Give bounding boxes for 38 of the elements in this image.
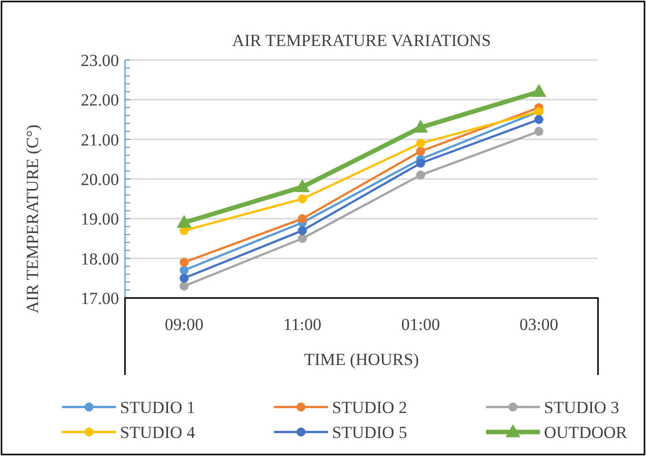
y-tick-label: 23.00 <box>80 51 119 70</box>
point <box>416 146 426 156</box>
legend-label: STUDIO 4 <box>120 423 196 442</box>
point <box>298 214 307 224</box>
x-tick-label: 03:00 <box>520 315 558 334</box>
x-tick-label: 11:00 <box>283 315 322 334</box>
point <box>416 170 426 180</box>
point <box>180 266 189 275</box>
y-tick-label: 22.00 <box>80 90 119 110</box>
point <box>531 84 546 97</box>
legend-label: STUDIO 5 <box>332 423 408 442</box>
point <box>416 158 426 168</box>
x-tick-label: 01:00 <box>401 315 440 334</box>
x-axis-title: TIME (HOURS) <box>304 350 419 369</box>
chart-title: AIR TEMPERATURE VARIATIONS <box>232 31 491 50</box>
y-tick-label: 17.00 <box>80 289 119 308</box>
point <box>413 120 428 133</box>
point <box>534 115 544 124</box>
y-axis-title: AIR TEMPERATURE (C°) <box>23 124 42 314</box>
y-tick-label: 21.00 <box>80 130 119 150</box>
point <box>176 214 192 228</box>
legend-label: STUDIO 1 <box>120 398 196 417</box>
point <box>180 258 189 267</box>
point <box>294 179 310 192</box>
legend-label: STUDIO 2 <box>332 398 408 417</box>
point <box>298 194 307 204</box>
legend-label: STUDIO 3 <box>544 398 620 417</box>
y-tick-label: 19.00 <box>80 210 119 229</box>
y-tick-label: 20.00 <box>80 170 119 189</box>
y-tick-label: 18.00 <box>80 249 119 268</box>
point <box>298 226 307 236</box>
point <box>298 234 307 243</box>
legend-label: OUTDOOR <box>544 423 628 442</box>
point <box>180 274 189 283</box>
point <box>180 282 189 291</box>
point <box>534 126 544 136</box>
x-tick-label: 09:00 <box>164 315 204 334</box>
point <box>416 138 426 148</box>
